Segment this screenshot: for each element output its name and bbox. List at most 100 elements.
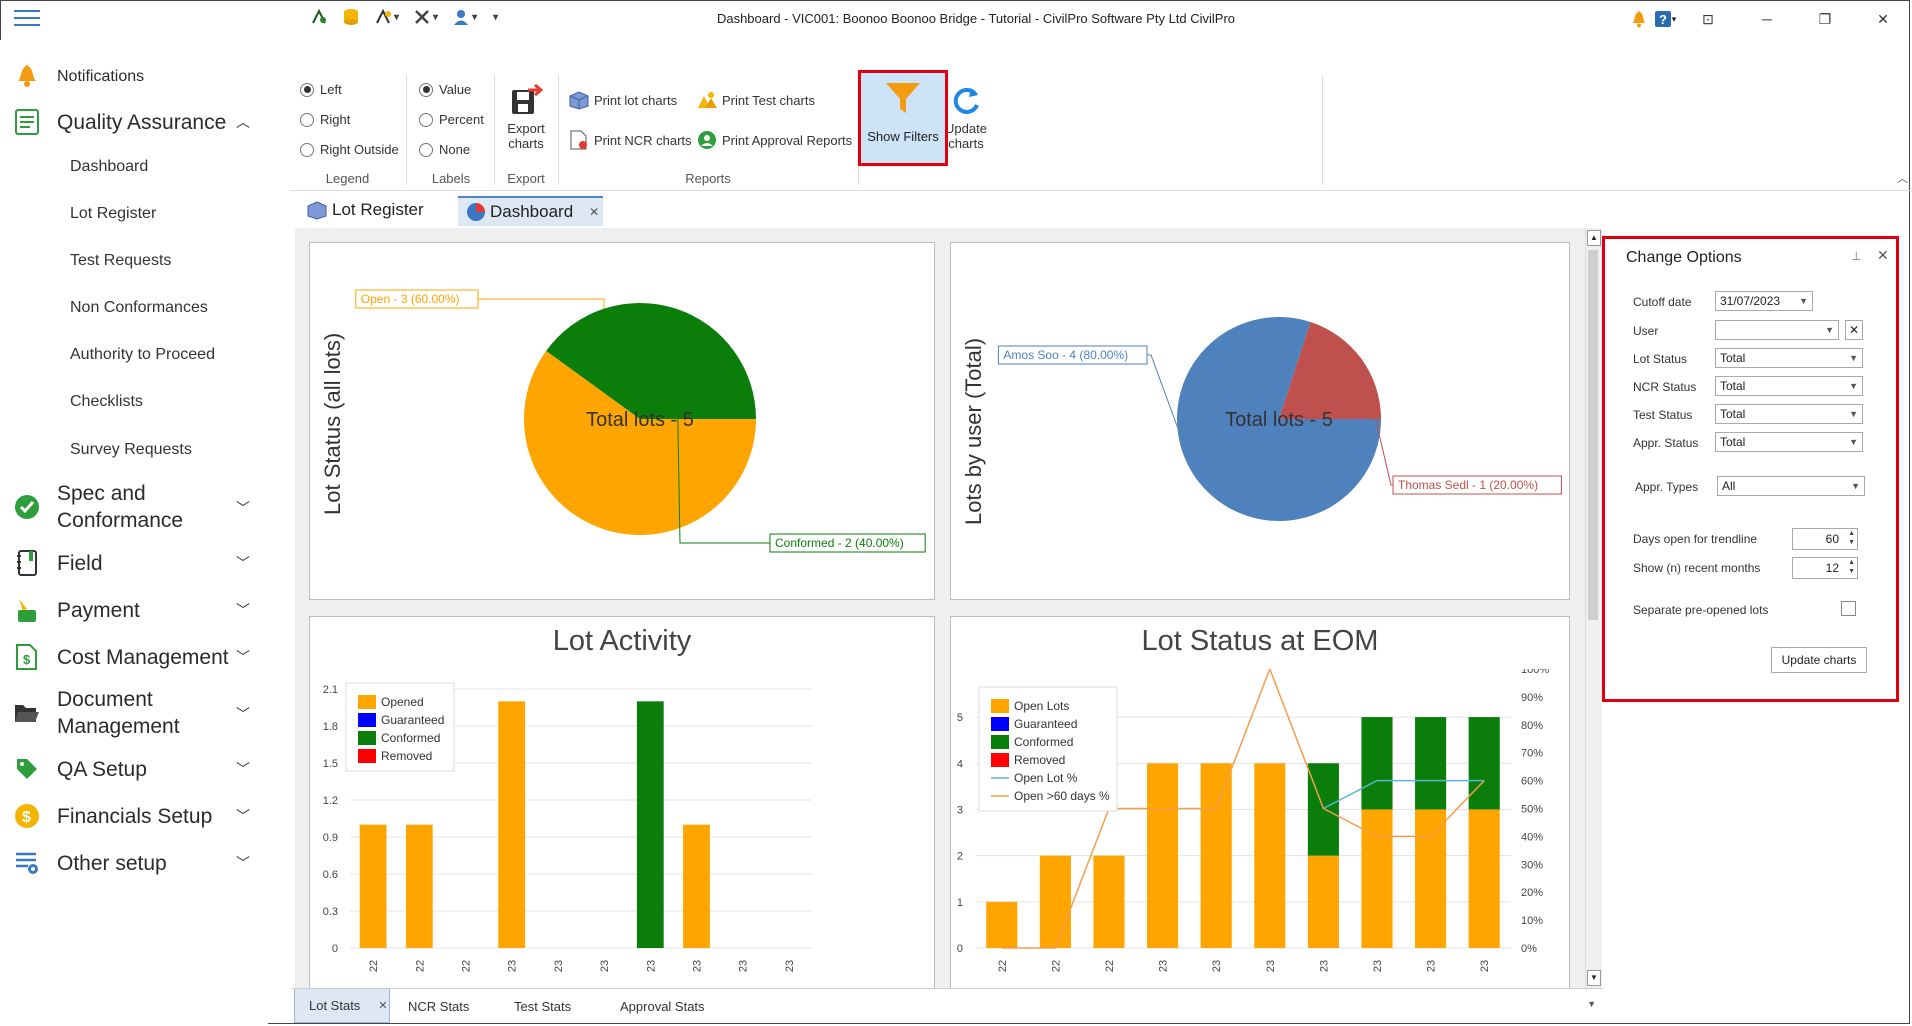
test-status-select[interactable]: Total ▼ [1715,404,1863,424]
qat-tool-1-icon[interactable] [310,8,328,26]
sidebar-item-survey-requests[interactable]: Survey Requests [70,441,192,458]
tab-test-stats[interactable]: Test Stats [514,989,604,1023]
y-tick-label: 1.5 [323,758,338,770]
scroll-up-icon[interactable]: ▲ [1587,230,1601,246]
nav-field[interactable]: Field ﹀ [0,546,268,580]
nav-document-management[interactable]: Document Management ﹀ [0,686,268,742]
days-open-stepper[interactable]: 60 ▲ ▼ [1792,528,1858,550]
print-lot-charts-button[interactable]: Print lot charts [568,90,677,110]
clear-user-icon[interactable]: ✕ [1845,320,1863,340]
collapse-ribbon-icon[interactable]: ︿ [1897,173,1908,185]
legend-right-outside-radio[interactable]: Right Outside [300,142,399,157]
chevron-down-icon[interactable]: ﹀ [236,602,250,618]
legend-label: Conformed [381,731,440,745]
maximize-button[interactable]: ❐ [1818,10,1832,27]
sidebar-item-test-requests[interactable]: Test Requests [70,252,172,269]
chevron-down-icon[interactable]: ﹀ [236,761,250,777]
qat-tools-icon[interactable]: ▾ [413,8,438,26]
sidebar-item-authority-to-proceed[interactable]: Authority to Proceed [70,346,215,363]
tab-dashboard[interactable]: Dashboard ✕ [458,196,603,226]
close-window-button[interactable]: ✕ [1877,10,1889,27]
chevron-down-icon: ▼ [1849,409,1858,419]
sidebar-item-dashboard[interactable]: Dashboard [70,158,149,175]
tabs-dropdown-icon[interactable]: ▼ [1587,999,1596,1009]
print-ncr-charts-button[interactable]: Print NCR charts [568,130,692,150]
labels-value-radio[interactable]: Value [419,82,471,97]
scroll-down-icon[interactable]: ▼ [1587,970,1601,986]
tab-lot-stats[interactable]: Lot Stats ✕ [294,989,390,1023]
chevron-down-icon[interactable]: ﹀ [236,855,250,871]
x-tick-label: 22 [368,960,380,972]
tab-lot-register[interactable]: Lot Register [304,196,434,224]
y2-tick-label: 40% [1521,831,1543,843]
hamburger-menu-icon[interactable] [14,10,40,28]
show-filters-button[interactable]: Show Filters [858,70,948,166]
bell-icon[interactable] [1626,6,1652,32]
chevron-up-icon[interactable]: ︿ [236,114,250,130]
close-tab-icon[interactable]: ✕ [378,1000,388,1012]
nav-payment[interactable]: Payment ﹀ [0,593,268,627]
close-panel-icon[interactable]: ✕ [1877,247,1889,263]
appr-types-select[interactable]: All ▼ [1717,476,1865,496]
labels-none-radio[interactable]: None [419,142,470,157]
scroll-thumb[interactable] [1588,250,1598,620]
tab-ncr-stats[interactable]: NCR Stats [408,989,498,1023]
minimize-button[interactable]: ─ [1762,11,1772,27]
nav-qa-setup[interactable]: QA Setup ﹀ [0,752,268,786]
legend-right-radio[interactable]: Right [300,112,350,127]
spin-arrows-icon[interactable]: ▲ ▼ [1848,530,1855,546]
chevron-down-icon[interactable]: ﹀ [236,808,250,824]
nav-quality-assurance[interactable]: Quality Assurance ︿ [0,106,268,138]
tag-icon [14,756,40,782]
close-tab-icon[interactable]: ✕ [589,205,600,219]
recent-months-stepper[interactable]: 12 ▲ ▼ [1792,557,1858,579]
x-tick-label: 22 [1050,960,1062,972]
nav-spec-and-conformance[interactable]: Spec and Conformance ﹀ [0,480,268,536]
field-value: Total [1720,435,1746,449]
restore-layout-icon[interactable]: ⊡ [1702,10,1714,27]
help-icon[interactable]: ? ▾ [1652,6,1678,32]
sidebar-item-lot-register[interactable]: Lot Register [70,205,157,222]
chevron-down-icon[interactable]: ﹀ [236,555,250,571]
export-charts-button[interactable]: Export charts [496,83,556,151]
legend-swatch [991,753,1009,767]
tab-label: NCR Stats [408,998,470,1014]
separate-preopened-checkbox[interactable] [1841,601,1856,616]
legend-left-radio[interactable]: Left [300,82,342,97]
spin-arrows-icon[interactable]: ▲ ▼ [1848,559,1855,575]
lot-status-pie-chart: Open - 3 (60.00%) Conformed - 2 (40.00%) T… [355,289,926,553]
chevron-down-icon[interactable]: ﹀ [236,706,250,722]
vertical-scrollbar[interactable]: ▲ ▼ [1585,228,1602,988]
bar [1415,809,1447,948]
update-charts-ribbon-button[interactable]: Update charts [942,84,990,151]
qat-database-icon[interactable] [342,8,360,26]
sidebar-item-checklists[interactable]: Checklists [70,393,143,410]
sidebar-item-non-conformances[interactable]: Non Conformances [70,299,208,316]
print-test-charts-button[interactable]: Print Test charts [696,90,815,110]
chevron-down-icon[interactable]: ﹀ [236,649,250,665]
pin-icon[interactable]: ⊥ [1851,249,1862,263]
user-select[interactable]: ▼ [1715,320,1839,340]
nav-financials-setup[interactable]: $ Financials Setup ﹀ [0,799,268,833]
x-tick-label: 23 [599,960,611,972]
qat-tool-3-icon[interactable]: ▾ [374,8,399,26]
print-approval-reports-button[interactable]: Print Approval Reports [696,130,852,150]
tab-label: Lot Stats [309,998,361,1013]
tab-approval-stats[interactable]: Approval Stats [620,989,730,1023]
show-filters-label: Show Filters [867,129,939,144]
qat-customize-icon[interactable]: ▾ [493,11,499,23]
sidebar: Notifications Quality Assurance ︿ Dashbo… [0,40,268,1024]
appr-status-select[interactable]: Total ▼ [1715,432,1863,452]
qat-user-icon[interactable]: ▾ [452,8,477,26]
cutoff-date-picker[interactable]: 31/07/2023 ▼ [1715,291,1813,311]
nav-other-setup[interactable]: Other setup ﹀ [0,846,268,880]
chevron-down-icon[interactable]: ﹀ [236,500,250,516]
nav-notifications[interactable]: Notifications [0,60,268,92]
labels-percent-radio[interactable]: Percent [419,112,484,127]
lot-status-select[interactable]: Total ▼ [1715,348,1863,368]
checklist-icon [14,109,40,135]
update-charts-button[interactable]: Update charts [1771,647,1867,673]
nav-cost-management[interactable]: $ Cost Management ﹀ [0,640,268,674]
ncr-status-select[interactable]: Total ▼ [1715,376,1863,396]
bar [405,824,433,948]
